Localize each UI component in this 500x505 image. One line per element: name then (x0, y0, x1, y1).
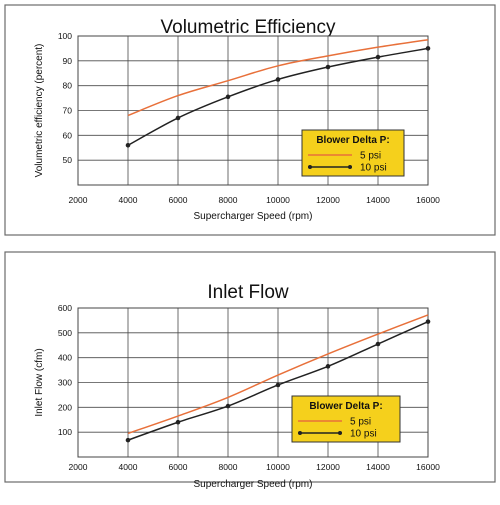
x-tick-label: 6000 (169, 462, 188, 472)
x-tick-label: 4000 (119, 462, 138, 472)
data-point-10-psi (425, 319, 431, 324)
x-tick-label: 4000 (119, 195, 138, 205)
y-tick-label: 400 (58, 353, 72, 363)
x-tick-label: 16000 (416, 195, 440, 205)
legend-box (301, 129, 405, 177)
chart-volumetric-efficiency: Volumetric Efficiency 2000 4000 6000 8000 100… (4, 4, 496, 236)
y-tick-label: 90 (63, 56, 73, 66)
legend-box (291, 395, 401, 443)
y-tick-label: 80 (63, 81, 73, 91)
x-axis-title: Supercharger Speed (rpm) (194, 211, 313, 222)
y-tick-label: 100 (58, 427, 72, 437)
y-axis-title: Volumetric efficiency (percent) (34, 44, 45, 178)
y-tick-label: 500 (58, 328, 72, 338)
data-point-10-psi (425, 46, 431, 51)
legend-marker-10-psi (348, 165, 352, 169)
x-tick-label: 10000 (266, 195, 290, 205)
series-line-5-psi (127, 314, 429, 435)
data-point-10-psi (375, 54, 381, 60)
x-tick-label: 2000 (69, 462, 88, 472)
series-line-5-psi (127, 38, 429, 117)
y-tick-label: 100 (58, 31, 72, 41)
data-point-10-psi (125, 437, 131, 443)
legend-marker-10-psi (338, 431, 342, 435)
x-axis-title: Supercharger Speed (rpm) (194, 479, 313, 490)
data-point-10-psi (125, 142, 131, 148)
x-tick-label: 2000 (69, 195, 88, 205)
x-tick-label: 12000 (316, 195, 340, 205)
legend-label-10-psi: 10 psi (360, 163, 387, 174)
legend-label-5-psi: 5 psi (350, 417, 371, 428)
chart-title: Inlet Flow (207, 282, 289, 303)
x-tick-label: 14000 (366, 195, 390, 205)
y-tick-label: 70 (63, 106, 73, 116)
x-tick-label: 16000 (416, 462, 440, 472)
y-tick-label: 200 (58, 402, 72, 412)
data-point-10-psi (225, 94, 231, 100)
y-axis-title: Inlet Flow (cfm) (34, 348, 45, 416)
legend-marker-10-psi (308, 165, 312, 169)
legend-label-10-psi: 10 psi (350, 429, 377, 440)
data-point-10-psi (175, 115, 181, 121)
data-point-10-psi (275, 382, 281, 388)
data-point-10-psi (225, 403, 231, 409)
data-point-10-psi (275, 77, 281, 82)
data-point-10-psi (325, 364, 331, 369)
x-tick-label: 6000 (169, 195, 188, 205)
x-tick-label: 14000 (366, 462, 390, 472)
data-point-10-psi (175, 419, 181, 425)
y-tick-label: 60 (63, 130, 73, 140)
legend-title: Blower Delta P: (316, 135, 389, 146)
data-point-10-psi (375, 341, 381, 347)
x-tick-label: 12000 (316, 462, 340, 472)
x-tick-label: 8000 (219, 462, 238, 472)
legend-label-5-psi: 5 psi (360, 151, 381, 162)
chart-inlet-flow: Inlet Flow 2000 4000 6000 8000 10000 12000 1400… (4, 251, 496, 490)
y-tick-label: 600 (58, 303, 72, 313)
y-tick-label: 50 (63, 155, 73, 165)
y-tick-label: 300 (58, 378, 72, 388)
chart-title: Volumetric Efficiency (161, 17, 336, 38)
legend-title: Blower Delta P: (309, 401, 382, 412)
x-tick-label: 8000 (219, 195, 238, 205)
x-tick-label: 10000 (266, 462, 290, 472)
legend-marker-10-psi (298, 431, 302, 435)
data-point-10-psi (325, 64, 331, 70)
